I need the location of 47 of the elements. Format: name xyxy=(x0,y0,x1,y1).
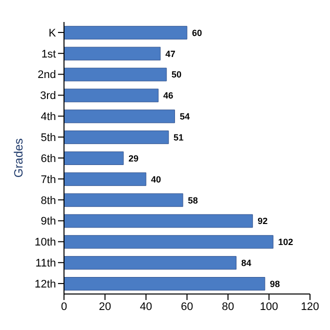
bar xyxy=(64,26,188,40)
y-tick-label: K xyxy=(48,27,57,40)
bar xyxy=(64,172,146,186)
y-tick-label: 1st xyxy=(41,48,56,60)
data-label: 47 xyxy=(165,48,176,59)
data-label: 54 xyxy=(180,112,190,122)
y-tick-label: 4th xyxy=(40,111,56,124)
y-tick-label: 11th xyxy=(35,258,56,270)
y-tick-label: 2nd xyxy=(38,69,56,82)
y-tick-label: 12th xyxy=(34,278,56,290)
data-label: 102 xyxy=(278,237,294,248)
data-label: 58 xyxy=(188,195,198,206)
bar xyxy=(64,151,124,165)
bar xyxy=(64,110,175,124)
bar xyxy=(64,235,274,249)
data-label: 46 xyxy=(163,90,174,101)
x-tick-label: 0 xyxy=(60,300,68,313)
x-tick-label: 80 xyxy=(222,300,234,313)
data-label: 92 xyxy=(258,216,268,226)
data-label: 50 xyxy=(172,70,182,80)
data-label: 51 xyxy=(174,132,184,142)
data-label: 40 xyxy=(151,174,162,184)
y-tick-label: 8th xyxy=(40,194,56,207)
x-tick-label: 40 xyxy=(140,300,152,313)
x-tick-label: 20 xyxy=(98,300,112,313)
bar xyxy=(64,68,167,82)
data-label: 98 xyxy=(270,278,280,289)
y-tick-label: 9th xyxy=(40,216,56,228)
bar xyxy=(64,130,169,144)
y-tick-label: 5th xyxy=(40,132,56,144)
bar xyxy=(64,277,266,291)
data-label: 60 xyxy=(192,28,202,38)
y-tick-label: 10th xyxy=(34,236,56,249)
bar xyxy=(64,193,184,207)
bar xyxy=(64,88,159,102)
bar xyxy=(64,256,236,270)
x-tick-label: 60 xyxy=(180,300,194,313)
y-tick-label: 3rd xyxy=(40,90,56,102)
bar xyxy=(64,214,253,228)
data-label: 29 xyxy=(128,153,138,164)
y-axis-title: Grades xyxy=(11,138,26,178)
bar xyxy=(64,46,161,60)
x-tick-label: 100 xyxy=(260,300,278,313)
x-tick-label: 120 xyxy=(300,300,320,313)
data-label: 84 xyxy=(241,258,252,268)
y-tick-label: 7th xyxy=(40,174,56,186)
y-tick-label: 6th xyxy=(40,152,56,165)
